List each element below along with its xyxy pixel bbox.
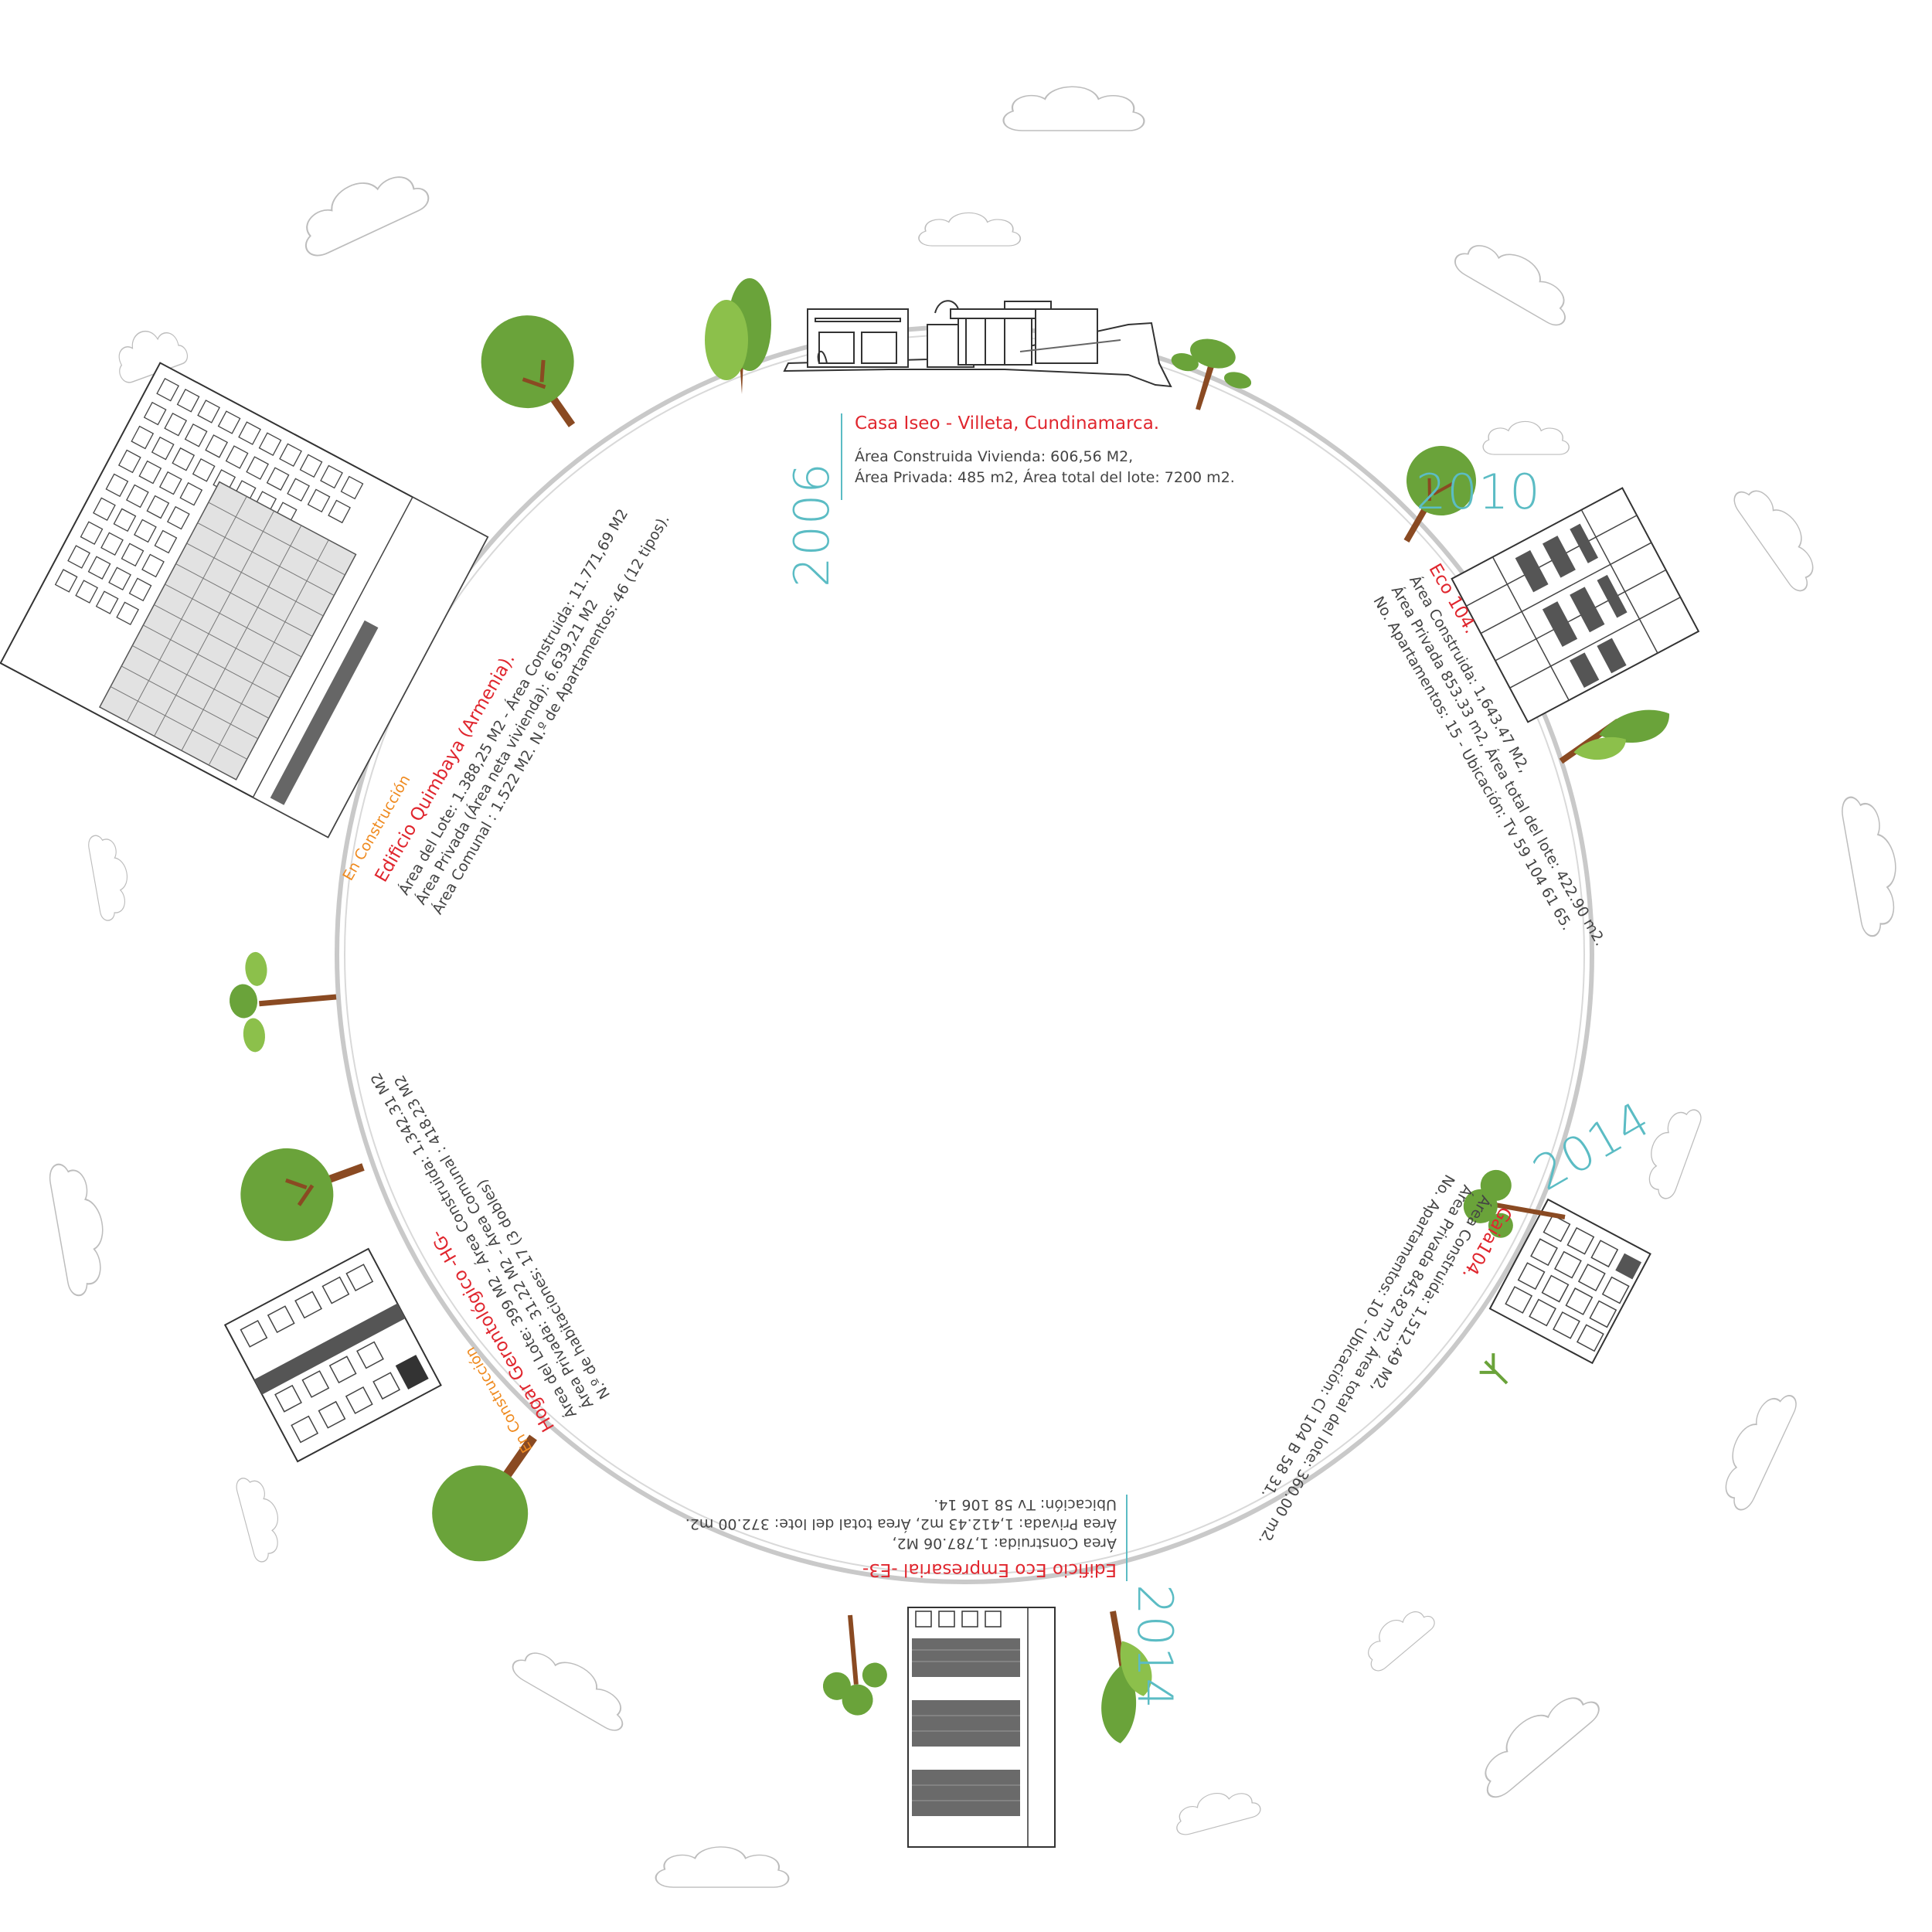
- project-detail: Área Privada: 485 m2, Área total del lot…: [855, 469, 1235, 486]
- tree-icon: [1101, 1611, 1152, 1743]
- tree-icon: [229, 951, 337, 1053]
- cloud-icon: [918, 212, 1022, 247]
- cloud-icon: [46, 1158, 115, 1298]
- project-title: Edificio Eco Empresarial -E3-: [862, 1560, 1117, 1580]
- cloud-icon: [233, 1471, 289, 1564]
- tree-icon: [822, 1614, 887, 1716]
- trees: [229, 278, 1670, 1743]
- building-quimbaya: [0, 362, 489, 838]
- tree-icon: [705, 278, 771, 394]
- cloud-icon: [1838, 791, 1909, 939]
- building-hogar-gerontologico: [223, 1247, 442, 1463]
- tree-icon: [240, 1148, 365, 1241]
- project-detail: Área Construida Vivienda: 606,56 M2,: [855, 448, 1134, 465]
- tree-icon: [481, 315, 576, 427]
- project-detail: Ubicación: Tv 58 106 14.: [934, 1496, 1117, 1513]
- building-gaia-104: [1488, 1198, 1651, 1365]
- project-divider: [841, 413, 842, 500]
- cloud-icon: [1450, 228, 1582, 330]
- project-divider: [1126, 1495, 1128, 1581]
- cloud-icon: [1636, 1100, 1705, 1202]
- tree-icon: [1171, 338, 1252, 410]
- tree-icon: [432, 1434, 537, 1562]
- tree-icon: [1403, 446, 1476, 543]
- cloud-icon: [1466, 1677, 1604, 1804]
- cloud-icon: [289, 157, 434, 261]
- plant-icon: [1479, 1353, 1509, 1385]
- cloud-icon: [1729, 474, 1831, 596]
- building-eco-104: [1451, 487, 1700, 723]
- project-year: 2006: [784, 462, 840, 587]
- cloud-icon: [1709, 1382, 1801, 1514]
- cloud-icon: [1002, 86, 1145, 132]
- tree-icon: [1559, 709, 1670, 764]
- cloud-icon: [655, 1845, 790, 1889]
- project-title: Casa Iseo - Villeta, Cundinamarca.: [855, 413, 1160, 434]
- building-eco-empresarial: [907, 1607, 1056, 1848]
- project-detail: Área Privada: 1,412.43 m2, Área total de…: [685, 1515, 1117, 1532]
- building-casa-iseo: [783, 300, 1172, 388]
- project-year: 2010: [1415, 464, 1541, 521]
- tree-icon: [1463, 1169, 1566, 1238]
- cloud-icon: [1355, 1598, 1438, 1675]
- cloud-icon: [1169, 1782, 1263, 1838]
- project-detail: Área Construida: 1,787.06 M2,: [892, 1535, 1117, 1552]
- cloud-icon: [86, 831, 135, 923]
- cloud-icon: [1482, 420, 1570, 455]
- project-year: 2014: [1127, 1584, 1183, 1709]
- cloud-icon: [508, 1636, 638, 1736]
